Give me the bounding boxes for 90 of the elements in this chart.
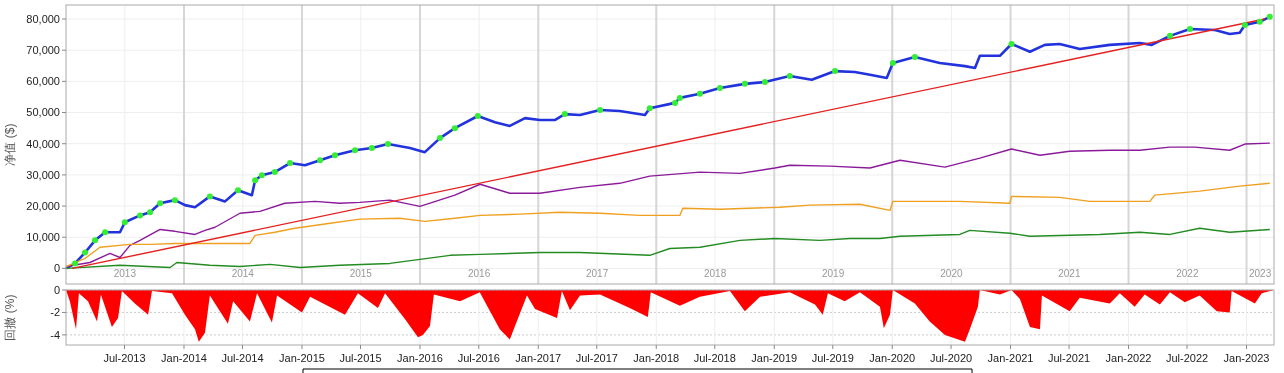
line-series xyxy=(65,182,1271,268)
x-tick-label: Jan-2020 xyxy=(869,352,916,364)
point xyxy=(102,229,109,236)
x-tick-label: 2015 xyxy=(349,268,373,279)
x-tick-label: Jul-2014 xyxy=(221,352,264,364)
line-series xyxy=(65,227,1271,270)
point xyxy=(832,68,839,75)
y-tick-label: 50,000 xyxy=(26,106,60,119)
point xyxy=(911,54,918,61)
point xyxy=(171,197,178,204)
point xyxy=(72,260,79,267)
x-tick-label: Jul-2017 xyxy=(575,352,618,364)
x-tick-label: Jan-2016 xyxy=(397,352,443,364)
point xyxy=(437,135,444,142)
point xyxy=(331,152,338,159)
x-tick-label: Jul-2019 xyxy=(811,352,854,364)
point xyxy=(474,112,481,119)
line-series xyxy=(65,142,1271,268)
y-tick-label: 0 xyxy=(53,283,60,296)
point xyxy=(137,212,144,219)
x-tick-label: Jan-2017 xyxy=(515,352,562,364)
x-tick-label: Jan-2021 xyxy=(987,352,1034,364)
point xyxy=(287,160,294,167)
x-tick-label: 2020 xyxy=(940,268,963,279)
y-tick-label: 0 xyxy=(53,262,60,275)
y-tick-label: -2 xyxy=(50,306,60,319)
x-tick-label: Jan-2022 xyxy=(1105,352,1152,364)
point xyxy=(82,249,89,256)
point xyxy=(761,79,768,85)
point xyxy=(384,141,391,148)
x-tick-label: Jul-2021 xyxy=(1047,352,1091,364)
y-tick-label: 80,000 xyxy=(26,12,60,25)
x-tick-label: Jul-2016 xyxy=(457,352,500,364)
point xyxy=(317,157,324,164)
x-tick-label: 2016 xyxy=(467,268,491,279)
point xyxy=(234,187,241,194)
point xyxy=(1266,13,1273,20)
x-tick-label: 2018 xyxy=(703,268,727,279)
point xyxy=(252,177,259,184)
point xyxy=(716,84,723,91)
point xyxy=(676,94,683,101)
point xyxy=(672,99,679,106)
point xyxy=(561,111,568,118)
x-tick-label: Jul-2013 xyxy=(103,352,146,364)
point xyxy=(271,169,278,176)
x-tick-label: Jan-2014 xyxy=(161,352,207,364)
y-tick-label: -4 xyxy=(50,328,60,341)
x-tick-label: Jul-2015 xyxy=(339,352,382,364)
x-tick-label: 2014 xyxy=(231,268,255,279)
y-tick-label: 40,000 xyxy=(26,137,60,150)
point xyxy=(741,80,748,87)
x-tick-label: 2023 xyxy=(1248,268,1272,279)
y-axis-title: 回撤 (%) xyxy=(3,294,17,341)
y-tick-label: 70,000 xyxy=(26,44,60,57)
point xyxy=(92,237,99,244)
point xyxy=(147,209,154,216)
x-tick-label: Jul-2018 xyxy=(693,352,736,364)
x-tick-label: 2017 xyxy=(585,268,609,279)
point xyxy=(646,105,653,112)
x-tick-label: Jan-2023 xyxy=(1223,352,1270,364)
x-tick-label: 2021 xyxy=(1058,268,1081,279)
x-tick-label: Jul-2022 xyxy=(1165,352,1209,364)
y-tick-label: 20,000 xyxy=(26,199,60,212)
point xyxy=(597,107,604,114)
point xyxy=(1256,18,1263,25)
x-tick-label: Jan-2019 xyxy=(751,352,798,364)
x-tick-label: Jan-2015 xyxy=(279,352,325,364)
point xyxy=(206,193,213,200)
y-tick-label: 30,000 xyxy=(26,168,60,181)
point xyxy=(696,90,703,97)
x-tick-label: 2019 xyxy=(821,268,845,279)
point xyxy=(1241,21,1248,28)
x-tick-label: Jul-2020 xyxy=(929,352,973,364)
point xyxy=(451,125,458,132)
point xyxy=(121,219,128,226)
point xyxy=(258,172,265,179)
y-tick-label: 10,000 xyxy=(26,231,60,244)
y-axis-title: 净值 ($) xyxy=(3,123,17,166)
point xyxy=(351,147,358,154)
y-tick-label: 60,000 xyxy=(26,75,60,88)
point xyxy=(1166,32,1173,39)
point xyxy=(889,59,896,66)
x-tick-label: Jan-2018 xyxy=(633,352,680,364)
point xyxy=(1186,26,1193,32)
point xyxy=(1008,40,1015,47)
point xyxy=(786,73,793,80)
x-tick-label: 2013 xyxy=(113,268,137,279)
point xyxy=(368,145,375,152)
x-tick-label: 2022 xyxy=(1176,268,1199,279)
point xyxy=(157,200,164,207)
